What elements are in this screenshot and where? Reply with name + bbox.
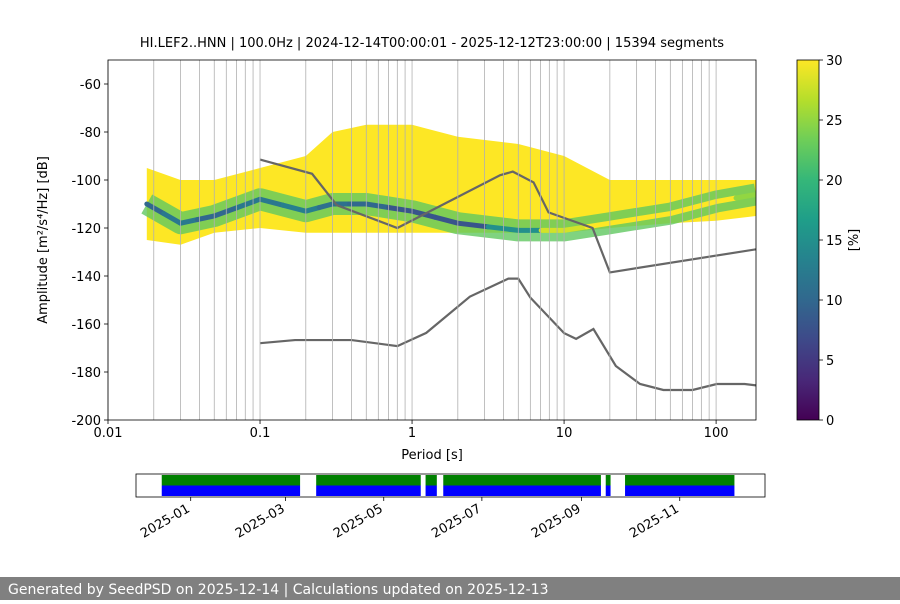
x-tick-label: 0.1	[250, 426, 271, 441]
x-tick-label: 0.01	[94, 426, 123, 441]
x-axis-label: Period [s]	[401, 448, 463, 463]
colorbar-tick-label: 0	[826, 414, 834, 429]
coverage-segment	[605, 475, 611, 486]
coverage-segment	[425, 485, 437, 496]
pdf-mode-cell	[733, 191, 756, 201]
y-tick-label: -200	[71, 414, 101, 429]
x-tick-label: 100	[704, 426, 729, 441]
y-tick-label: -180	[71, 366, 101, 381]
timeline-frame	[135, 473, 766, 498]
y-tick-label: -120	[71, 222, 101, 237]
plot-area	[141, 124, 756, 392]
timeline-tick-label: 2025-09	[529, 501, 584, 541]
colorbar-tick-label: 30	[826, 54, 843, 69]
colorbar-tick-label: 10	[826, 294, 843, 309]
footer-bar	[0, 577, 900, 600]
coverage-segment	[316, 485, 421, 496]
y-axis-label: Amplitude [m²/s⁴/Hz] [dB]	[36, 156, 51, 324]
timeline-tick-label: 2025-03	[233, 501, 288, 541]
pdf-mode-cell	[144, 201, 167, 217]
y-tick-label: -100	[71, 174, 101, 189]
coverage-segment	[425, 475, 437, 486]
coverage-segment	[443, 485, 601, 496]
colorbar-tick-label: 25	[826, 114, 843, 129]
coverage-segment	[625, 475, 735, 486]
chart-title: HI.LEF2..HNN | 100.0Hz | 2024-12-14T00:0…	[140, 36, 724, 51]
coverage-segment	[161, 485, 301, 496]
noise-model-line	[259, 277, 756, 392]
coverage-segment	[161, 475, 301, 486]
timeline-tick-label: 2025-05	[331, 501, 386, 541]
timeline-tick-label: 2025-01	[138, 501, 193, 541]
footer: Generated by SeedPSD on 2025-12-14 | Cal…	[8, 582, 549, 598]
y-tick-label: -60	[80, 78, 101, 93]
colorbar	[796, 59, 820, 421]
coverage-segment	[605, 485, 611, 496]
noise-model-line	[259, 158, 756, 274]
colorbar-tick-label: 20	[826, 174, 843, 189]
plot-frame	[107, 59, 757, 421]
y-tick-label: -160	[71, 318, 101, 333]
x-tick-label: 10	[556, 426, 573, 441]
y-tick-label: -80	[80, 126, 101, 141]
timeline-tick-label: 2025-07	[429, 501, 484, 541]
colorbar-tick-label: 15	[826, 234, 843, 249]
timeline-tick-label: 2025-11	[627, 501, 682, 541]
coverage-segment	[625, 485, 735, 496]
y-tick-label: -140	[71, 270, 101, 285]
colorbar-tick-label: 5	[826, 354, 834, 369]
x-tick-label: 1	[408, 426, 416, 441]
coverage-segment	[443, 475, 601, 486]
colorbar-label: [%]	[847, 229, 862, 252]
coverage-segment	[316, 475, 421, 486]
